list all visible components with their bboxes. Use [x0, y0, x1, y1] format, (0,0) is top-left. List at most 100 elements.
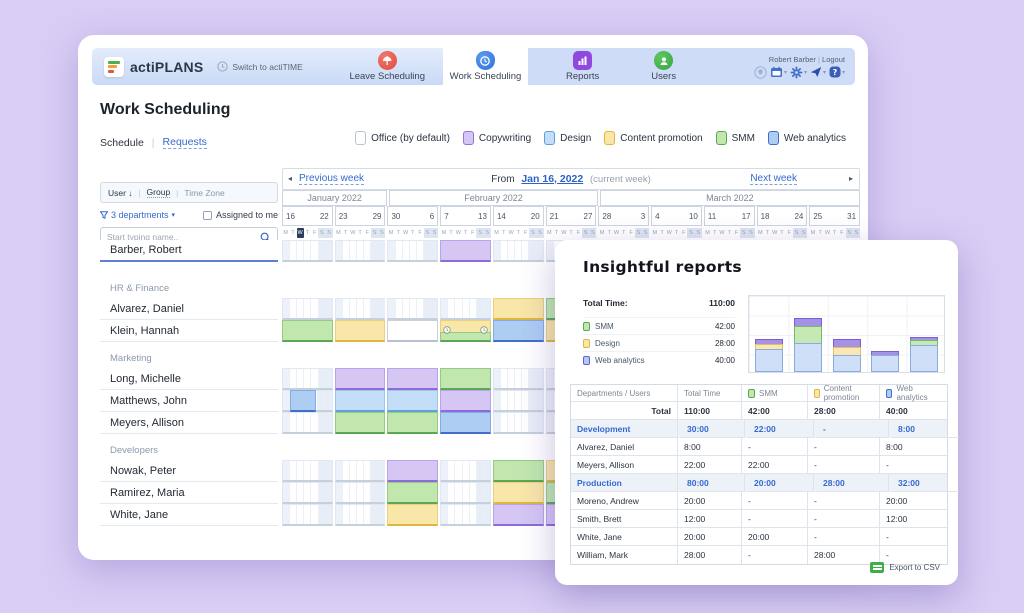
schedule-week-cell[interactable] [282, 460, 333, 482]
schedule-block[interactable] [387, 504, 439, 526]
schedule-block[interactable] [334, 412, 386, 434]
nav-item-users[interactable]: Users [651, 51, 676, 82]
schedule-week-cell[interactable] [492, 460, 544, 482]
schedule-week-cell[interactable] [334, 504, 386, 526]
schedule-week-cell[interactable] [334, 412, 386, 434]
assigned-to-me-checkbox[interactable]: Assigned to me [202, 210, 278, 220]
lightbulb-icon[interactable] [754, 65, 767, 79]
schedule-week-cell[interactable] [440, 298, 491, 320]
week-range-cell[interactable]: 18 24 [756, 206, 808, 226]
schedule-block[interactable] [440, 240, 491, 262]
schedule-block[interactable] [440, 390, 491, 412]
user-name[interactable]: Barber, Robert [100, 240, 278, 262]
week-start-date[interactable]: Jan 16, 2022 [521, 173, 584, 185]
week-range-cell[interactable]: 23 29 [334, 206, 386, 226]
schedule-block[interactable] [282, 320, 333, 342]
schedule-week-cell[interactable] [387, 368, 439, 390]
schedule-block[interactable] [387, 390, 439, 412]
schedule-week-cell[interactable] [282, 240, 333, 262]
schedule-week-cell[interactable] [387, 482, 439, 504]
next-arrow-icon[interactable]: ▸ [848, 174, 853, 183]
schedule-week-cell[interactable] [492, 368, 544, 390]
user-name[interactable]: Klein, Hannah [100, 320, 278, 342]
schedule-week-cell[interactable] [440, 320, 491, 342]
schedule-week-cell[interactable] [334, 460, 386, 482]
schedule-week-cell[interactable] [282, 368, 333, 390]
schedule-block[interactable] [334, 320, 386, 342]
schedule-block[interactable] [334, 368, 386, 390]
schedule-block[interactable] [387, 482, 439, 504]
schedule-week-cell[interactable] [492, 482, 544, 504]
week-range-cell[interactable]: 4 10 [651, 206, 702, 226]
schedule-week-cell[interactable] [334, 390, 386, 412]
schedule-week-cell[interactable] [492, 412, 544, 434]
schedule-week-cell[interactable] [387, 240, 439, 262]
next-week-link[interactable]: Next week [750, 173, 797, 185]
schedule-block[interactable] [387, 412, 439, 434]
schedule-week-cell[interactable] [282, 504, 333, 526]
schedule-week-cell[interactable] [492, 320, 544, 342]
schedule-block[interactable] [440, 368, 491, 390]
schedule-block[interactable] [334, 390, 386, 412]
user-name[interactable]: White, Jane [100, 504, 278, 526]
schedule-block[interactable] [492, 298, 544, 320]
nav-item-leave-scheduling[interactable]: Leave Scheduling [349, 51, 425, 82]
week-range-cell[interactable]: 28 3 [598, 206, 650, 226]
schedule-week-cell[interactable] [387, 298, 439, 320]
help-icon[interactable]: ? ▾ [829, 66, 845, 78]
schedule-week-cell[interactable] [282, 298, 333, 320]
schedule-week-cell[interactable] [334, 320, 386, 342]
user-name[interactable]: Ramirez, Maria [100, 482, 278, 504]
schedule-week-cell[interactable] [440, 504, 491, 526]
schedule-week-cell[interactable] [440, 482, 491, 504]
search-input[interactable] [107, 232, 260, 242]
export-to-csv-button[interactable]: Export to CSV [870, 562, 940, 573]
schedule-block[interactable] [440, 320, 491, 342]
calendar-icon[interactable]: ▾ [770, 66, 787, 78]
schedule-week-cell[interactable] [282, 320, 333, 342]
schedule-block[interactable] [492, 460, 544, 482]
week-range-cell[interactable]: 14 20 [492, 206, 544, 226]
schedule-block[interactable] [492, 320, 544, 342]
schedule-week-cell[interactable] [440, 240, 491, 262]
nav-item-reports[interactable]: Reports [566, 51, 599, 82]
week-range-cell[interactable]: 30 6 [387, 206, 439, 226]
schedule-week-cell[interactable] [492, 504, 544, 526]
user-name[interactable]: Meyers, Allison [100, 412, 278, 434]
schedule-week-cell[interactable] [334, 298, 386, 320]
schedule-week-cell[interactable] [387, 412, 439, 434]
tab-schedule[interactable]: Schedule [100, 136, 144, 149]
schedule-block[interactable] [289, 390, 317, 412]
schedule-week-cell[interactable] [282, 412, 333, 434]
user-name[interactable]: Nowak, Peter [100, 460, 278, 482]
schedule-week-cell[interactable] [387, 320, 439, 342]
user-name[interactable]: Alvarez, Daniel [100, 298, 278, 320]
current-user-name[interactable]: Robert Barber [768, 54, 816, 64]
sort-by-user[interactable]: User ↓ [108, 187, 133, 198]
schedule-week-cell[interactable] [282, 390, 333, 412]
user-name[interactable]: Long, Michelle [100, 368, 278, 390]
prev-arrow-icon[interactable]: ◂ [288, 174, 293, 183]
schedule-week-cell[interactable] [492, 240, 544, 262]
sort-by-timezone[interactable]: Time Zone [184, 187, 225, 198]
departments-filter[interactable]: 3 departments ▾ [100, 210, 175, 220]
user-name[interactable]: Matthews, John [100, 390, 278, 412]
schedule-week-cell[interactable] [334, 240, 386, 262]
paper-plane-icon[interactable]: ▾ [810, 66, 826, 78]
schedule-week-cell[interactable] [440, 412, 491, 434]
nav-item-work-scheduling[interactable]: Work Scheduling [450, 51, 521, 82]
schedule-week-cell[interactable] [440, 460, 491, 482]
schedule-block[interactable] [387, 460, 439, 482]
schedule-block[interactable] [440, 412, 491, 434]
schedule-week-cell[interactable] [387, 460, 439, 482]
actiplans-logo[interactable]: actiPLANS [104, 56, 203, 77]
schedule-block[interactable] [492, 504, 544, 526]
schedule-week-cell[interactable] [387, 504, 439, 526]
week-range-cell[interactable]: 16 22 [282, 206, 333, 226]
schedule-week-cell[interactable] [440, 368, 491, 390]
schedule-block[interactable] [492, 482, 544, 504]
schedule-week-cell[interactable] [387, 390, 439, 412]
week-range-cell[interactable]: 21 27 [545, 206, 597, 226]
schedule-week-cell[interactable] [492, 390, 544, 412]
schedule-week-cell[interactable] [334, 368, 386, 390]
